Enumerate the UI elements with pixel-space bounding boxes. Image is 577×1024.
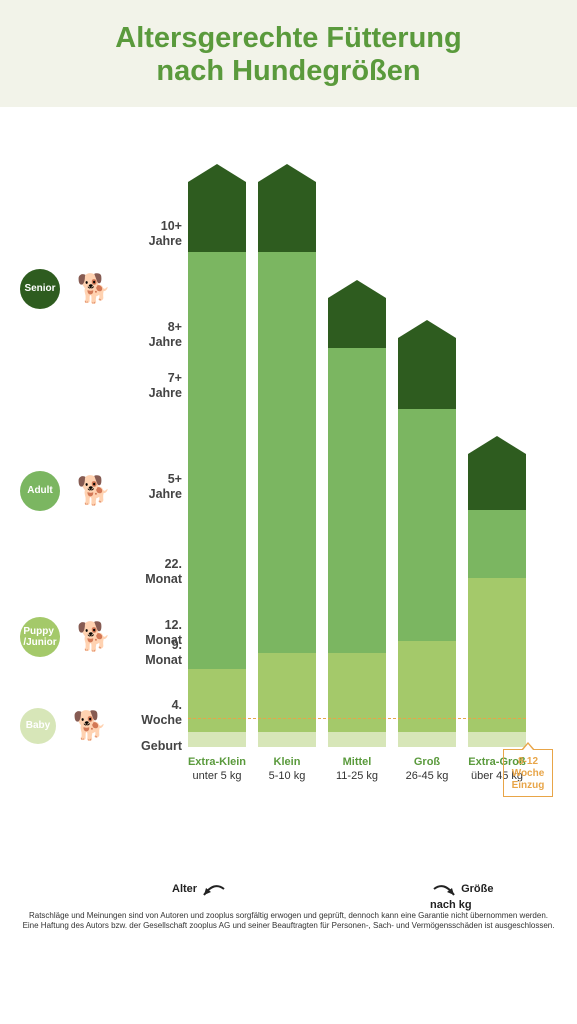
- bar-segment: [468, 578, 526, 732]
- chart: Senior🐕Adult🐕Puppy/Junior🐕Baby🐕 10+Jahre…: [30, 167, 547, 867]
- bar-column: [468, 167, 526, 747]
- x-label: Groß26-45 kg: [395, 756, 459, 782]
- title-line-1: Altersgerechte Fütterung: [115, 22, 461, 54]
- legend-item: Baby🐕: [20, 702, 118, 750]
- bar-segment: [188, 732, 246, 747]
- bar-segment: [398, 409, 456, 641]
- legend-circle: Senior: [20, 269, 60, 309]
- bar-segment: [258, 182, 316, 253]
- bar-segment: [468, 454, 526, 509]
- bar-segment: [328, 298, 386, 348]
- legend-item: Adult🐕: [20, 467, 122, 515]
- bar-column: [328, 167, 386, 747]
- axis-label: 8+Jahre: [149, 320, 182, 350]
- x-label: Klein5-10 kg: [255, 756, 319, 782]
- alter-label: Alter: [172, 879, 228, 899]
- infographic-container: Altersgerechte Fütterung nach Hundegröße…: [0, 0, 577, 950]
- bars-area: Extra-Kleinunter 5 kgKlein5-10 kgMittel1…: [188, 167, 538, 807]
- dog-icon: 🐕: [66, 467, 122, 515]
- bar-segment: [258, 252, 316, 653]
- bar-segment: [258, 653, 316, 731]
- einzug-line-3: Einzug: [507, 780, 549, 792]
- bar-segment: [188, 669, 246, 732]
- bar-column: [258, 167, 316, 747]
- axis-label: 10+Jahre: [149, 219, 182, 249]
- legend-circle: Adult: [20, 471, 60, 511]
- dog-icon: 🐕: [62, 702, 118, 750]
- bar-segment: [328, 348, 386, 653]
- dog-icon: 🐕: [66, 265, 122, 313]
- bar-arrow-top: [468, 436, 526, 454]
- axis-label: Geburt: [141, 739, 182, 754]
- legend-circle: Puppy/Junior: [20, 617, 60, 657]
- axis-label: 5+Jahre: [149, 472, 182, 502]
- legend-item: Puppy/Junior🐕: [20, 613, 122, 661]
- title: Altersgerechte Fütterung nach Hundegröße…: [10, 22, 567, 89]
- einzug-line-2: Woche: [507, 768, 549, 780]
- legend-circle: Baby: [20, 708, 56, 744]
- title-line-2: nach Hundegrößen: [156, 55, 420, 87]
- bar-segment: [398, 732, 456, 747]
- bar-segment: [258, 732, 316, 747]
- axis-label: 4.Woche: [141, 698, 182, 728]
- axis-label: 9.Monat: [145, 638, 182, 668]
- bar-column: [188, 167, 246, 747]
- axis-label: 22.Monat: [145, 557, 182, 587]
- dog-icon: 🐕: [66, 613, 122, 661]
- y-axis-labels: 10+Jahre8+Jahre7+Jahre5+Jahre22.Monat12.…: [122, 167, 182, 807]
- bar-arrow-top: [398, 320, 456, 338]
- title-band: Altersgerechte Fütterung nach Hundegröße…: [0, 0, 577, 107]
- bar-segment: [468, 510, 526, 578]
- bar-segment: [188, 252, 246, 668]
- axis-label: 7+Jahre: [149, 371, 182, 401]
- groesse-label: Größenach kg: [430, 879, 540, 911]
- bar-segment: [188, 182, 246, 253]
- einzug-callout: 8-12 Woche Einzug: [503, 749, 553, 797]
- x-label: Extra-Kleinunter 5 kg: [185, 756, 249, 782]
- bar-segment: [328, 732, 386, 747]
- bar-segment: [328, 653, 386, 731]
- bar-arrow-top: [258, 164, 316, 182]
- bar-arrow-top: [188, 164, 246, 182]
- bar-column: [398, 167, 456, 747]
- einzug-line: [188, 718, 526, 719]
- legend-item: Senior🐕: [20, 265, 122, 313]
- x-label: Mittel11-25 kg: [325, 756, 389, 782]
- bar-arrow-top: [328, 280, 386, 298]
- bar-segment: [468, 732, 526, 747]
- einzug-line-1: 8-12: [507, 756, 549, 768]
- bar-segment: [398, 338, 456, 409]
